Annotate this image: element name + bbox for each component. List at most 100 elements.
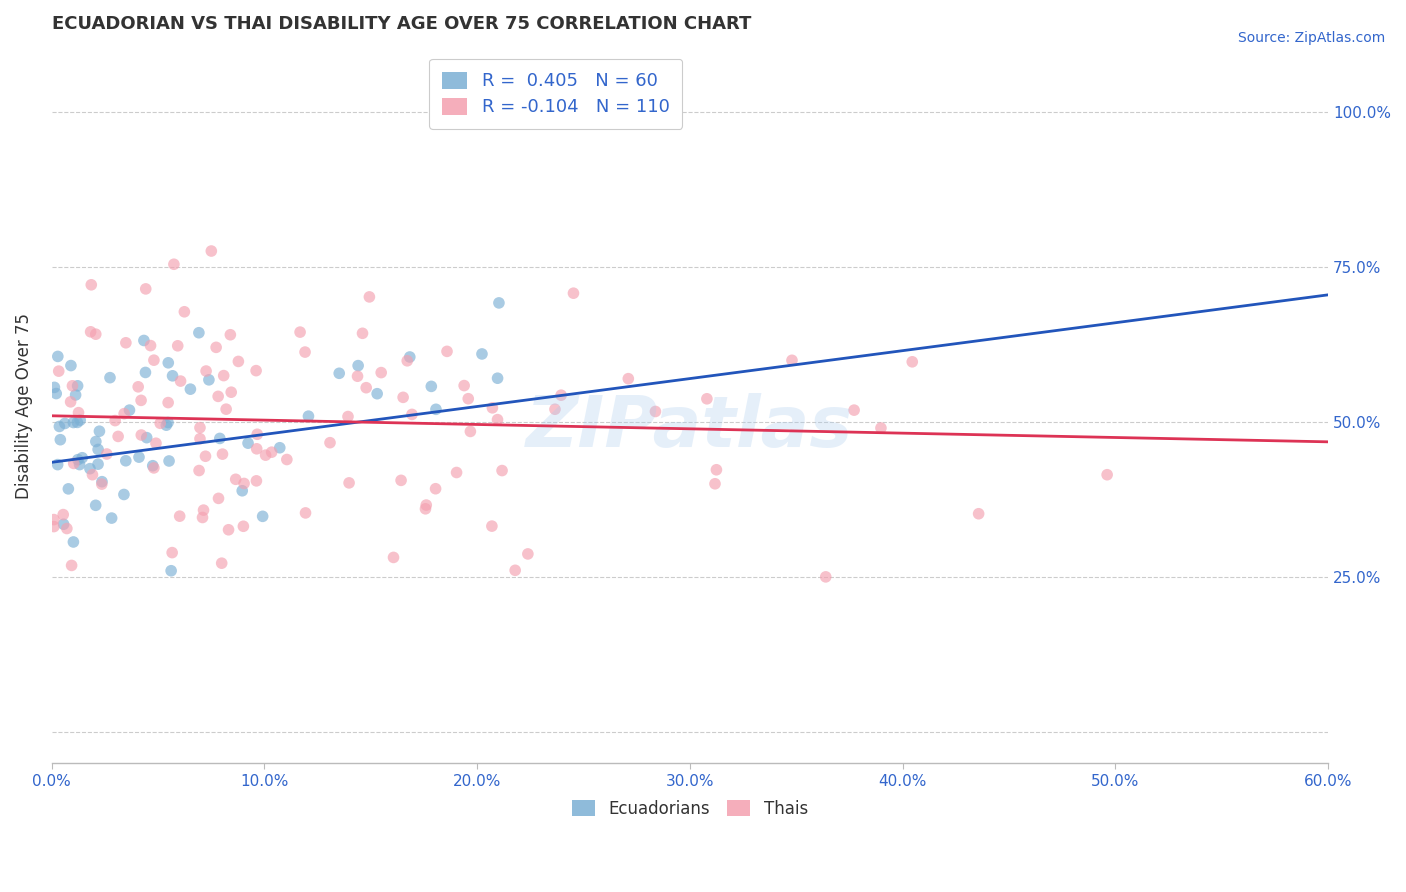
Point bbox=[66, 379, 89, 393]
Point bbox=[236, 436, 259, 450]
Point bbox=[294, 506, 316, 520]
Point bbox=[503, 563, 526, 577]
Point bbox=[219, 327, 242, 342]
Point bbox=[60, 558, 83, 573]
Point bbox=[155, 418, 177, 433]
Point bbox=[211, 447, 233, 461]
Point bbox=[967, 507, 990, 521]
Point bbox=[481, 401, 503, 415]
Point bbox=[218, 523, 240, 537]
Point bbox=[425, 482, 447, 496]
Point bbox=[52, 517, 75, 532]
Point bbox=[157, 416, 180, 430]
Point bbox=[59, 359, 82, 373]
Point bbox=[328, 366, 350, 380]
Point bbox=[425, 402, 447, 417]
Point bbox=[69, 413, 91, 427]
Point bbox=[62, 457, 84, 471]
Point bbox=[44, 380, 66, 394]
Point bbox=[128, 450, 150, 464]
Point bbox=[84, 434, 107, 449]
Point bbox=[129, 428, 152, 442]
Point bbox=[704, 476, 727, 491]
Point bbox=[354, 381, 377, 395]
Point bbox=[87, 457, 110, 471]
Point bbox=[65, 388, 87, 402]
Point bbox=[319, 435, 342, 450]
Point bbox=[53, 417, 76, 431]
Point bbox=[187, 326, 209, 340]
Point bbox=[84, 498, 107, 512]
Point bbox=[66, 452, 89, 467]
Point bbox=[62, 416, 84, 430]
Point bbox=[142, 458, 165, 473]
Point bbox=[481, 519, 503, 533]
Point bbox=[70, 450, 93, 465]
Point bbox=[814, 570, 837, 584]
Point bbox=[215, 402, 238, 417]
Point bbox=[129, 393, 152, 408]
Point bbox=[134, 366, 156, 380]
Point bbox=[617, 372, 640, 386]
Point bbox=[188, 432, 211, 446]
Point bbox=[346, 369, 368, 384]
Point bbox=[252, 509, 274, 524]
Point bbox=[48, 419, 70, 434]
Point bbox=[254, 448, 277, 462]
Point bbox=[132, 334, 155, 348]
Point bbox=[228, 354, 250, 368]
Point bbox=[269, 441, 291, 455]
Point bbox=[337, 475, 360, 490]
Point bbox=[453, 378, 475, 392]
Point bbox=[58, 482, 80, 496]
Point bbox=[207, 491, 229, 506]
Point bbox=[46, 458, 69, 472]
Point bbox=[297, 409, 319, 424]
Point bbox=[66, 416, 89, 430]
Point bbox=[491, 464, 513, 478]
Point bbox=[112, 407, 135, 421]
Point bbox=[486, 371, 509, 385]
Point bbox=[90, 477, 112, 491]
Point bbox=[188, 464, 211, 478]
Point bbox=[232, 519, 254, 533]
Point bbox=[294, 345, 316, 359]
Point bbox=[219, 385, 242, 400]
Point bbox=[225, 472, 247, 486]
Point bbox=[780, 353, 803, 368]
Point bbox=[870, 421, 893, 435]
Y-axis label: Disability Age Over 75: Disability Age Over 75 bbox=[15, 313, 32, 500]
Point bbox=[104, 414, 127, 428]
Point bbox=[49, 433, 72, 447]
Point bbox=[139, 338, 162, 352]
Text: ECUADORIAN VS THAI DISABILITY AGE OVER 75 CORRELATION CHART: ECUADORIAN VS THAI DISABILITY AGE OVER 7… bbox=[52, 15, 751, 33]
Point bbox=[100, 511, 122, 525]
Point bbox=[160, 564, 183, 578]
Point bbox=[488, 296, 510, 310]
Point bbox=[42, 512, 65, 526]
Point bbox=[544, 402, 567, 417]
Point bbox=[706, 463, 728, 477]
Point bbox=[382, 550, 405, 565]
Point bbox=[396, 353, 419, 368]
Point bbox=[42, 519, 65, 533]
Point bbox=[160, 546, 183, 560]
Point bbox=[901, 355, 924, 369]
Point bbox=[84, 327, 107, 342]
Point bbox=[696, 392, 718, 406]
Point bbox=[157, 356, 180, 370]
Point bbox=[157, 454, 180, 468]
Point bbox=[166, 339, 188, 353]
Text: ZIPatlas: ZIPatlas bbox=[526, 393, 853, 462]
Point bbox=[82, 467, 104, 482]
Point bbox=[115, 335, 138, 350]
Point bbox=[145, 436, 167, 450]
Point bbox=[359, 290, 381, 304]
Point bbox=[194, 449, 217, 463]
Point bbox=[415, 498, 437, 512]
Point bbox=[198, 373, 221, 387]
Point bbox=[79, 461, 101, 475]
Point bbox=[246, 427, 269, 442]
Point bbox=[163, 257, 186, 271]
Point bbox=[52, 508, 75, 522]
